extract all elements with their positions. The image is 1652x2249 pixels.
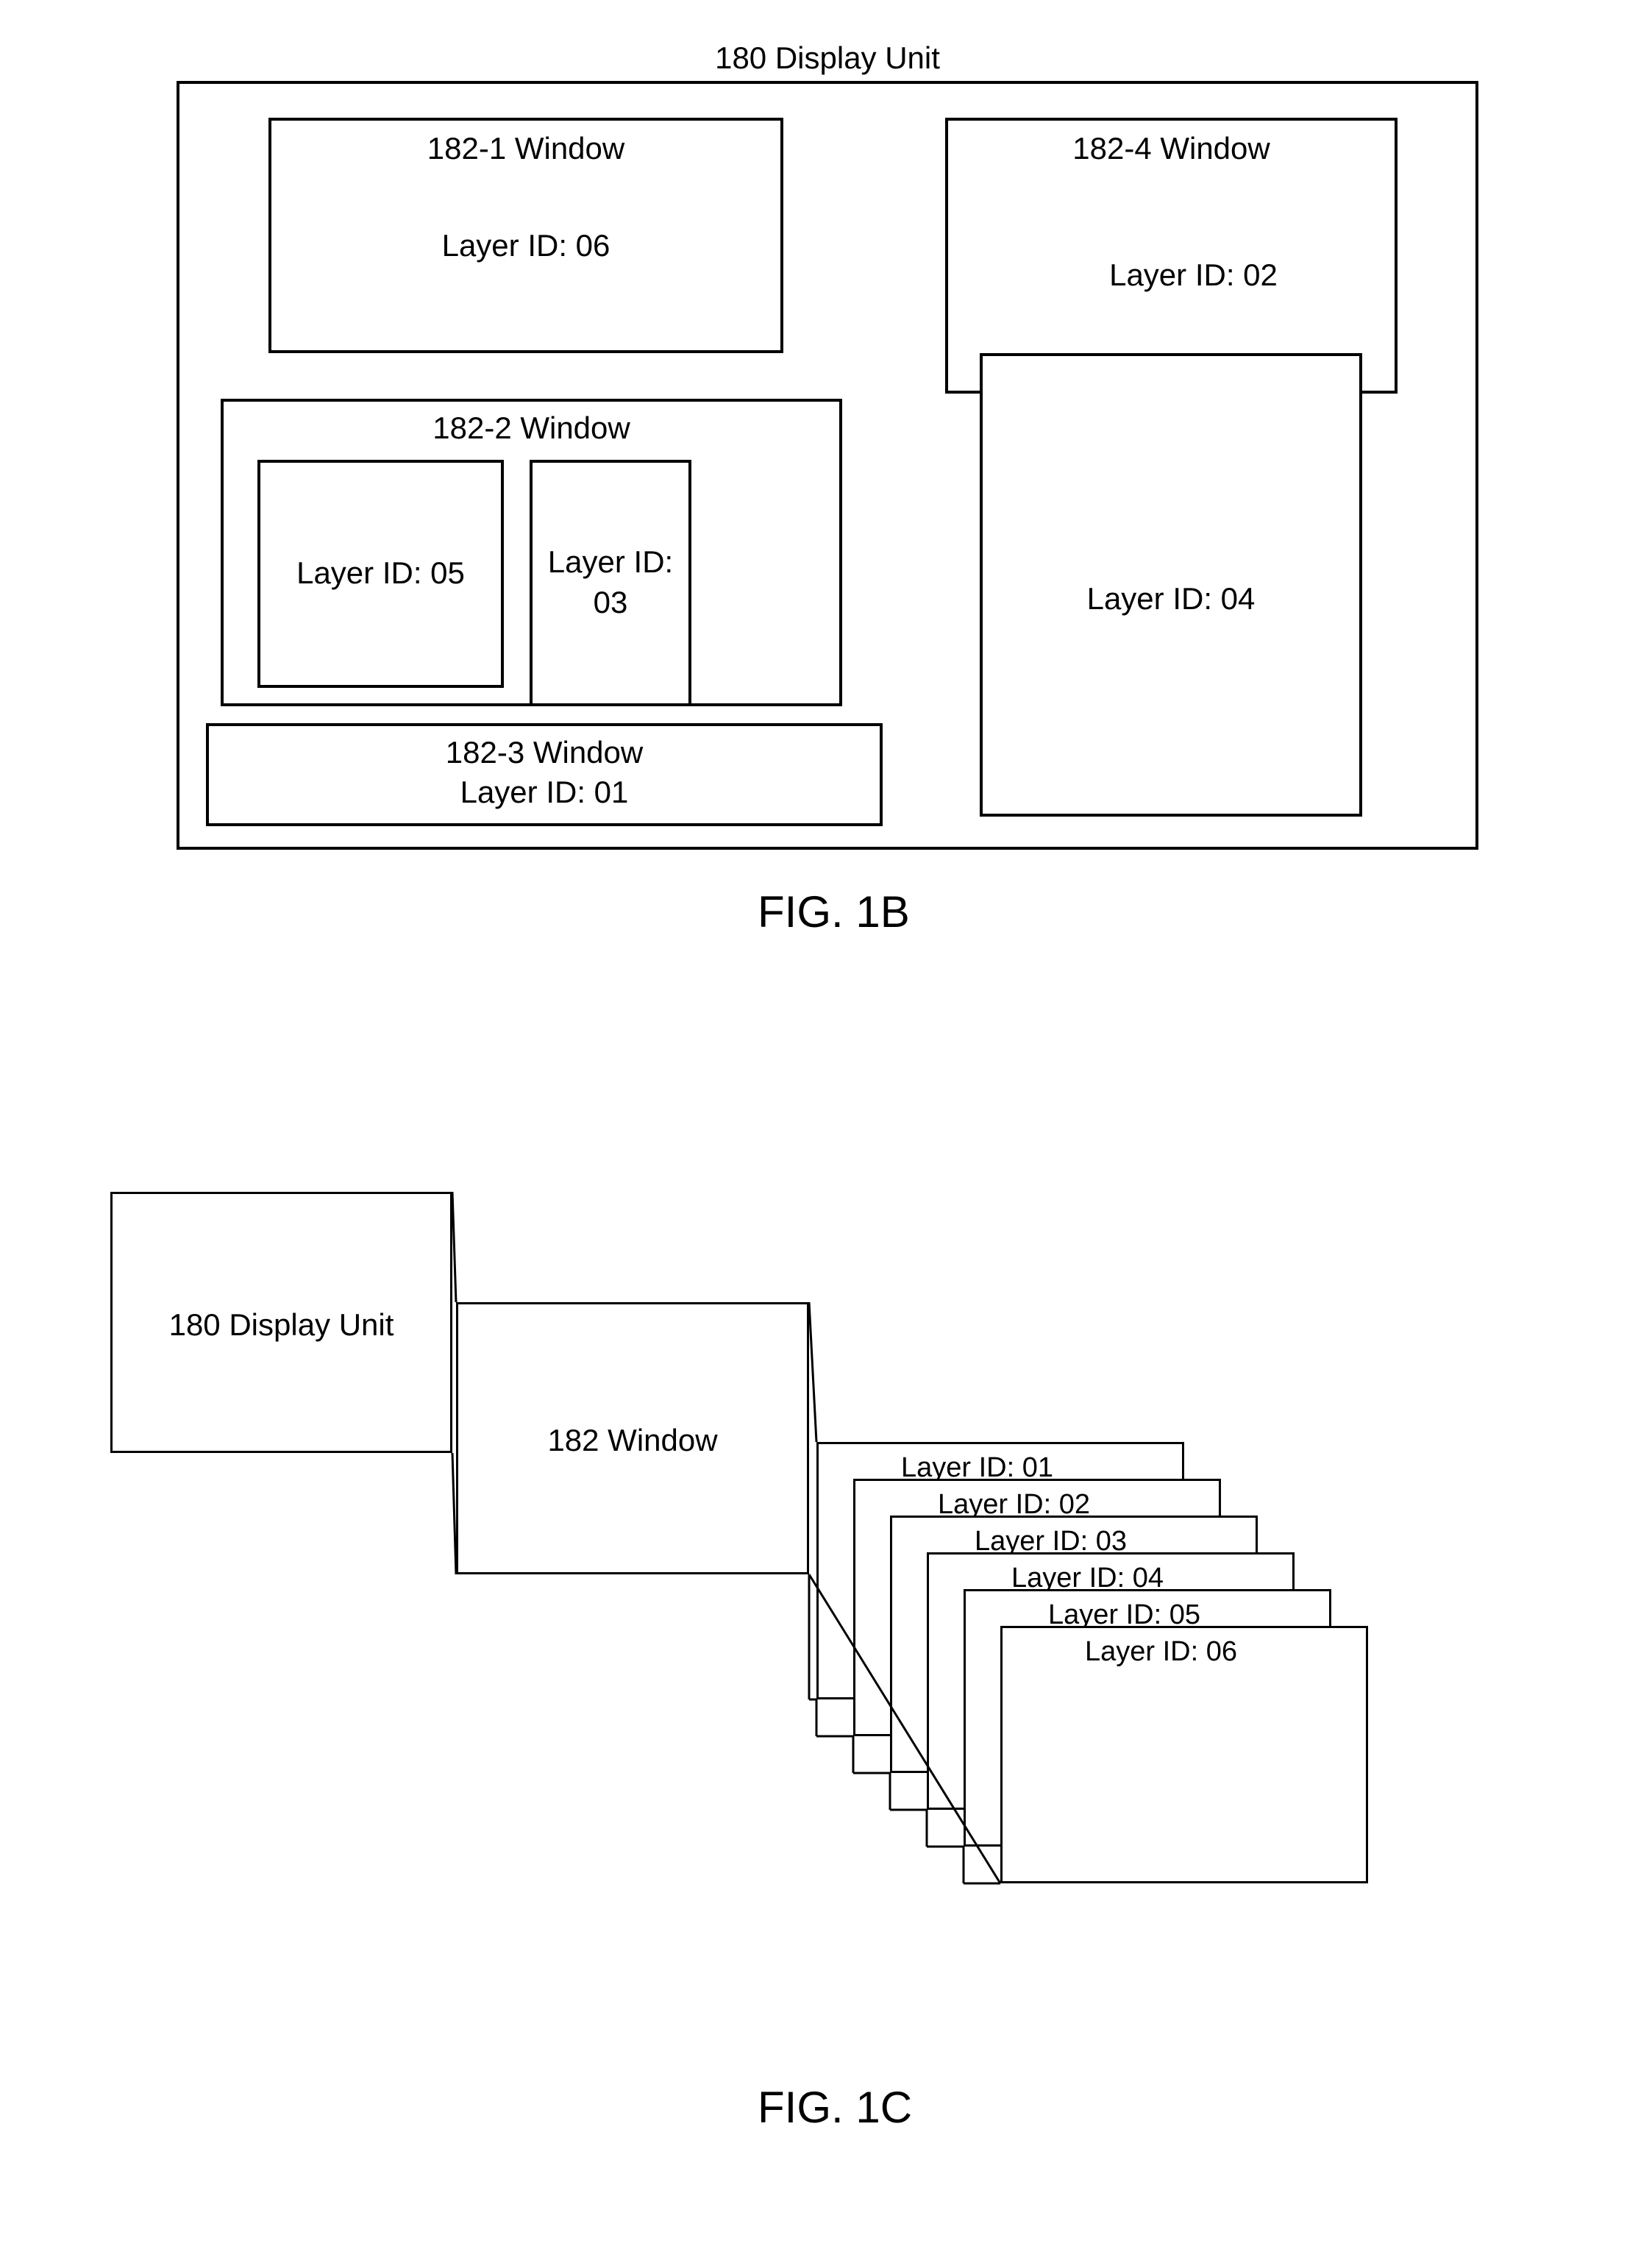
win4-title: 182-4 Window <box>945 131 1398 166</box>
layer04-box-body: Layer ID: 04 <box>980 581 1362 617</box>
win3-title: 182-3 Window <box>206 735 883 770</box>
win4-body: Layer ID: 02 <box>989 257 1398 293</box>
layer03-box-body: 03 <box>530 585 691 620</box>
window-1c-label: 182 Window <box>456 1423 809 1458</box>
layer03-box <box>530 460 691 706</box>
fig-1c-caption: FIG. 1C <box>758 2082 912 2133</box>
layer03-box-title: Layer ID: <box>530 544 691 580</box>
display-unit-title: 180 Display Unit <box>177 40 1478 76</box>
display-unit-1c-label: 180 Display Unit <box>110 1307 452 1343</box>
win1-title: 182-1 Window <box>268 131 783 166</box>
layer05-box-body: Layer ID: 05 <box>257 555 504 591</box>
win3-body: Layer ID: 01 <box>206 775 883 810</box>
layer-card-6-label: Layer ID: 06 <box>1085 1636 1237 1668</box>
win2-title: 182-2 Window <box>221 411 842 446</box>
fig-1b-caption: FIG. 1B <box>758 887 910 937</box>
win1-body: Layer ID: 06 <box>268 228 783 263</box>
